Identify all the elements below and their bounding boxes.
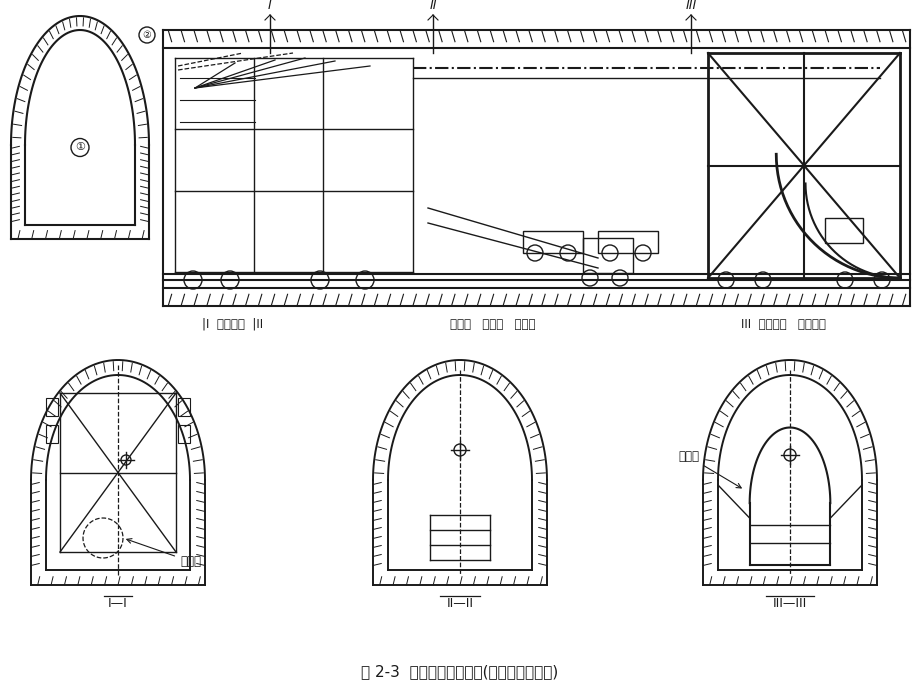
Text: 装渣机: 装渣机 bbox=[127, 539, 200, 568]
Text: I—I: I—I bbox=[108, 597, 128, 610]
Text: III: III bbox=[685, 0, 696, 12]
Text: |I  钻孔台车  |II: |I 钻孔台车 |II bbox=[202, 318, 263, 331]
Bar bbox=[177, 425, 190, 443]
Text: III  模板台车   混凝土泵: III 模板台车 混凝土泵 bbox=[740, 318, 824, 331]
Text: 千斤顶: 千斤顶 bbox=[677, 450, 741, 488]
Bar bbox=[177, 398, 190, 416]
Text: II: II bbox=[429, 0, 437, 12]
Text: I: I bbox=[267, 0, 272, 12]
Bar bbox=[824, 218, 862, 243]
Text: 图 2-3  全断面一次开挖法(此图为有轨运输): 图 2-3 全断面一次开挖法(此图为有轨运输) bbox=[361, 664, 558, 680]
Bar bbox=[46, 425, 58, 443]
Bar bbox=[583, 238, 632, 273]
Text: III—III: III—III bbox=[772, 597, 806, 610]
Bar bbox=[522, 231, 583, 253]
Text: ②: ② bbox=[142, 30, 152, 40]
Bar bbox=[597, 231, 657, 253]
Text: ①: ① bbox=[75, 143, 85, 152]
Bar bbox=[46, 398, 58, 416]
Text: II—II: II—II bbox=[446, 597, 473, 610]
Text: 装渣机   通风管   电瓶车: 装渣机 通风管 电瓶车 bbox=[449, 318, 535, 331]
